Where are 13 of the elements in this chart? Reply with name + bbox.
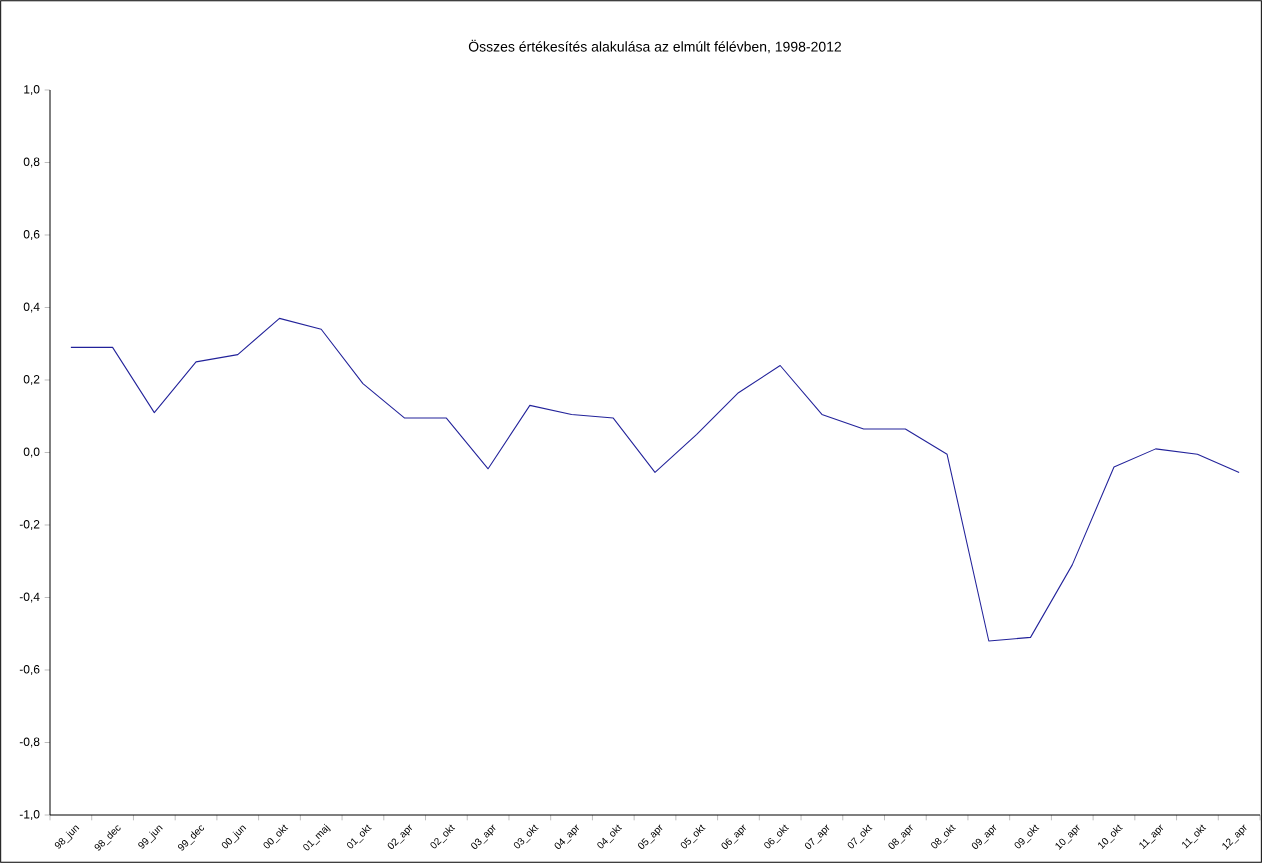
y-tick-label: 0,6 bbox=[23, 230, 40, 240]
y-tick-label: 0,4 bbox=[23, 302, 40, 313]
y-tick-label: 0,8 bbox=[23, 157, 40, 168]
y-tick-label: 0,0 bbox=[23, 447, 40, 458]
y-tick-label: -0,6 bbox=[19, 665, 40, 675]
y-tick-label: 1,0 bbox=[24, 85, 40, 95]
chart-title: Összes értékesítés alakulása az elmúlt félévben, 1998-2012 bbox=[468, 39, 841, 54]
y-tick-label: -0,2 bbox=[19, 520, 40, 530]
y-tick-label: -1,0 bbox=[19, 810, 40, 820]
y-tick-label: 0,2 bbox=[23, 375, 40, 385]
y-tick-label: -0,8 bbox=[19, 737, 40, 748]
y-tick-label: -0,4 bbox=[19, 592, 40, 603]
line-series bbox=[70, 317, 1240, 642]
